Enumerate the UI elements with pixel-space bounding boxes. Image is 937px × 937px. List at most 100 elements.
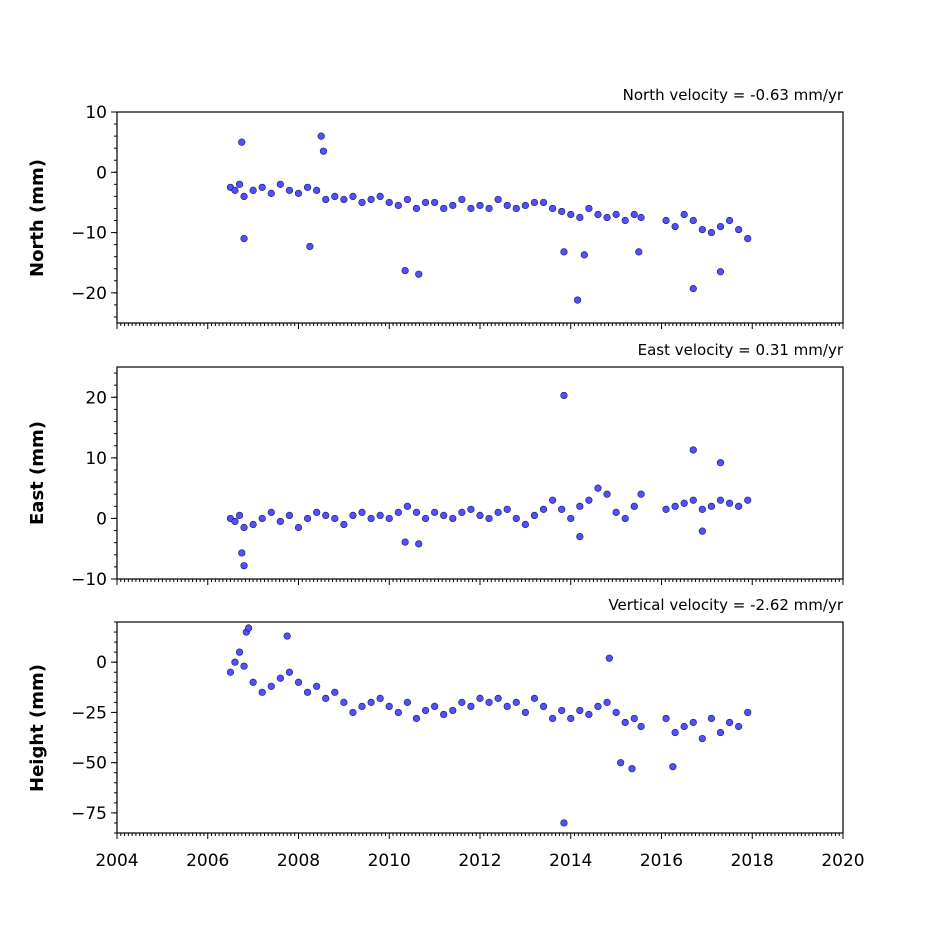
north-data-point [716, 268, 725, 276]
east-data-point [512, 514, 520, 523]
north-data-point [449, 201, 457, 210]
north-data-point [707, 228, 716, 237]
east-y-tick-label: 20 [85, 388, 107, 408]
east-data-point [503, 505, 511, 513]
east-data-point [231, 517, 239, 526]
north-data-point [303, 183, 312, 191]
height-data-point [539, 702, 548, 711]
height-axes-frame [116, 621, 844, 834]
height-data-point [244, 624, 253, 632]
east-data-point [671, 502, 679, 510]
north-data-point [603, 213, 611, 222]
east-data-point [421, 514, 430, 523]
north-data-point [594, 210, 602, 219]
height-y-tick-label: −75 [71, 804, 107, 824]
height-data-point [612, 708, 620, 717]
east-data-point [322, 511, 330, 520]
east-data-point [594, 484, 602, 492]
east-data-point [376, 511, 384, 520]
east-data-point [258, 514, 266, 523]
north-data-point [548, 204, 557, 213]
east-y-tick-label: −10 [71, 570, 107, 590]
height-data-point [716, 728, 725, 737]
north-data-point [340, 195, 348, 204]
east-y-tick-label: 10 [85, 449, 107, 469]
north-data-point [744, 235, 752, 243]
height-data-point [617, 759, 625, 767]
north-data-point [512, 204, 520, 213]
height-x-tick-label: 2018 [731, 851, 774, 871]
east-data-point [716, 459, 725, 467]
height-data-point [303, 688, 312, 696]
height-data-point [671, 728, 679, 737]
east-data-point [294, 523, 303, 532]
north-y-tick-label: 10 [85, 103, 107, 123]
north-data-point [716, 222, 725, 231]
east-data-point [238, 549, 246, 557]
east-data-point [735, 502, 743, 510]
height-x-tick-label: 2006 [186, 851, 229, 871]
height-y-tick-label: −50 [71, 754, 107, 774]
height-data-point [698, 734, 706, 743]
north-data-point [376, 192, 384, 200]
east-data-point [567, 514, 575, 523]
height-data-point [621, 718, 629, 727]
north-data-point [349, 192, 357, 200]
height-data-point [585, 710, 593, 719]
north-data-point [403, 195, 412, 204]
east-data-point [249, 520, 257, 529]
height-panel: Vertical velocity = -2.62 mm/yr Height (… [27, 596, 865, 871]
north-data-point [494, 195, 502, 204]
height-data-point [560, 819, 568, 827]
north-data-point [530, 198, 539, 207]
height-data-point [725, 718, 734, 727]
north-data-point [612, 210, 620, 219]
north-data-point [503, 201, 511, 210]
north-axis-ticks: 10 0 −10 −20 [71, 103, 844, 329]
north-data-point [637, 213, 645, 222]
height-data-points [226, 624, 752, 827]
north-data-point [539, 198, 548, 207]
east-data-point [689, 446, 697, 454]
height-data-point [431, 702, 439, 711]
north-data-point [322, 195, 330, 204]
east-data-point [576, 532, 584, 541]
north-data-point [238, 138, 246, 146]
east-data-point [415, 540, 423, 548]
height-data-point [349, 708, 357, 717]
east-data-point [494, 508, 502, 516]
north-data-point [431, 198, 439, 207]
height-data-point [458, 698, 466, 706]
height-data-point [669, 763, 677, 771]
east-data-point [585, 496, 593, 504]
east-data-point [340, 520, 348, 529]
east-data-point [449, 514, 457, 523]
east-data-point [680, 499, 688, 507]
north-data-point [580, 251, 588, 259]
north-data-point [567, 210, 575, 219]
east-data-point [485, 514, 493, 523]
height-data-point [421, 706, 430, 715]
east-data-point [539, 505, 548, 513]
north-data-points [226, 132, 752, 304]
height-data-point [603, 698, 611, 706]
height-data-point [637, 722, 645, 731]
north-data-point [240, 192, 248, 200]
height-data-point [294, 678, 303, 686]
height-x-tick-label: 2012 [458, 851, 501, 871]
east-data-point [637, 490, 645, 498]
north-data-point [558, 207, 566, 216]
north-data-point [467, 204, 475, 213]
east-data-point [716, 496, 725, 504]
east-data-point [394, 508, 402, 516]
height-data-point [358, 702, 366, 711]
height-data-point [503, 702, 511, 711]
height-data-point [476, 694, 484, 702]
height-axis-ticks: 2004 2006 2008 2010 2012 2014 2016 2018 2020 0 −25… [71, 621, 865, 871]
east-data-point [331, 514, 339, 523]
east-data-point [603, 490, 611, 498]
east-data-point [313, 508, 321, 516]
east-axes-frame [116, 366, 844, 580]
north-data-point [735, 225, 743, 234]
north-data-point [331, 192, 339, 200]
